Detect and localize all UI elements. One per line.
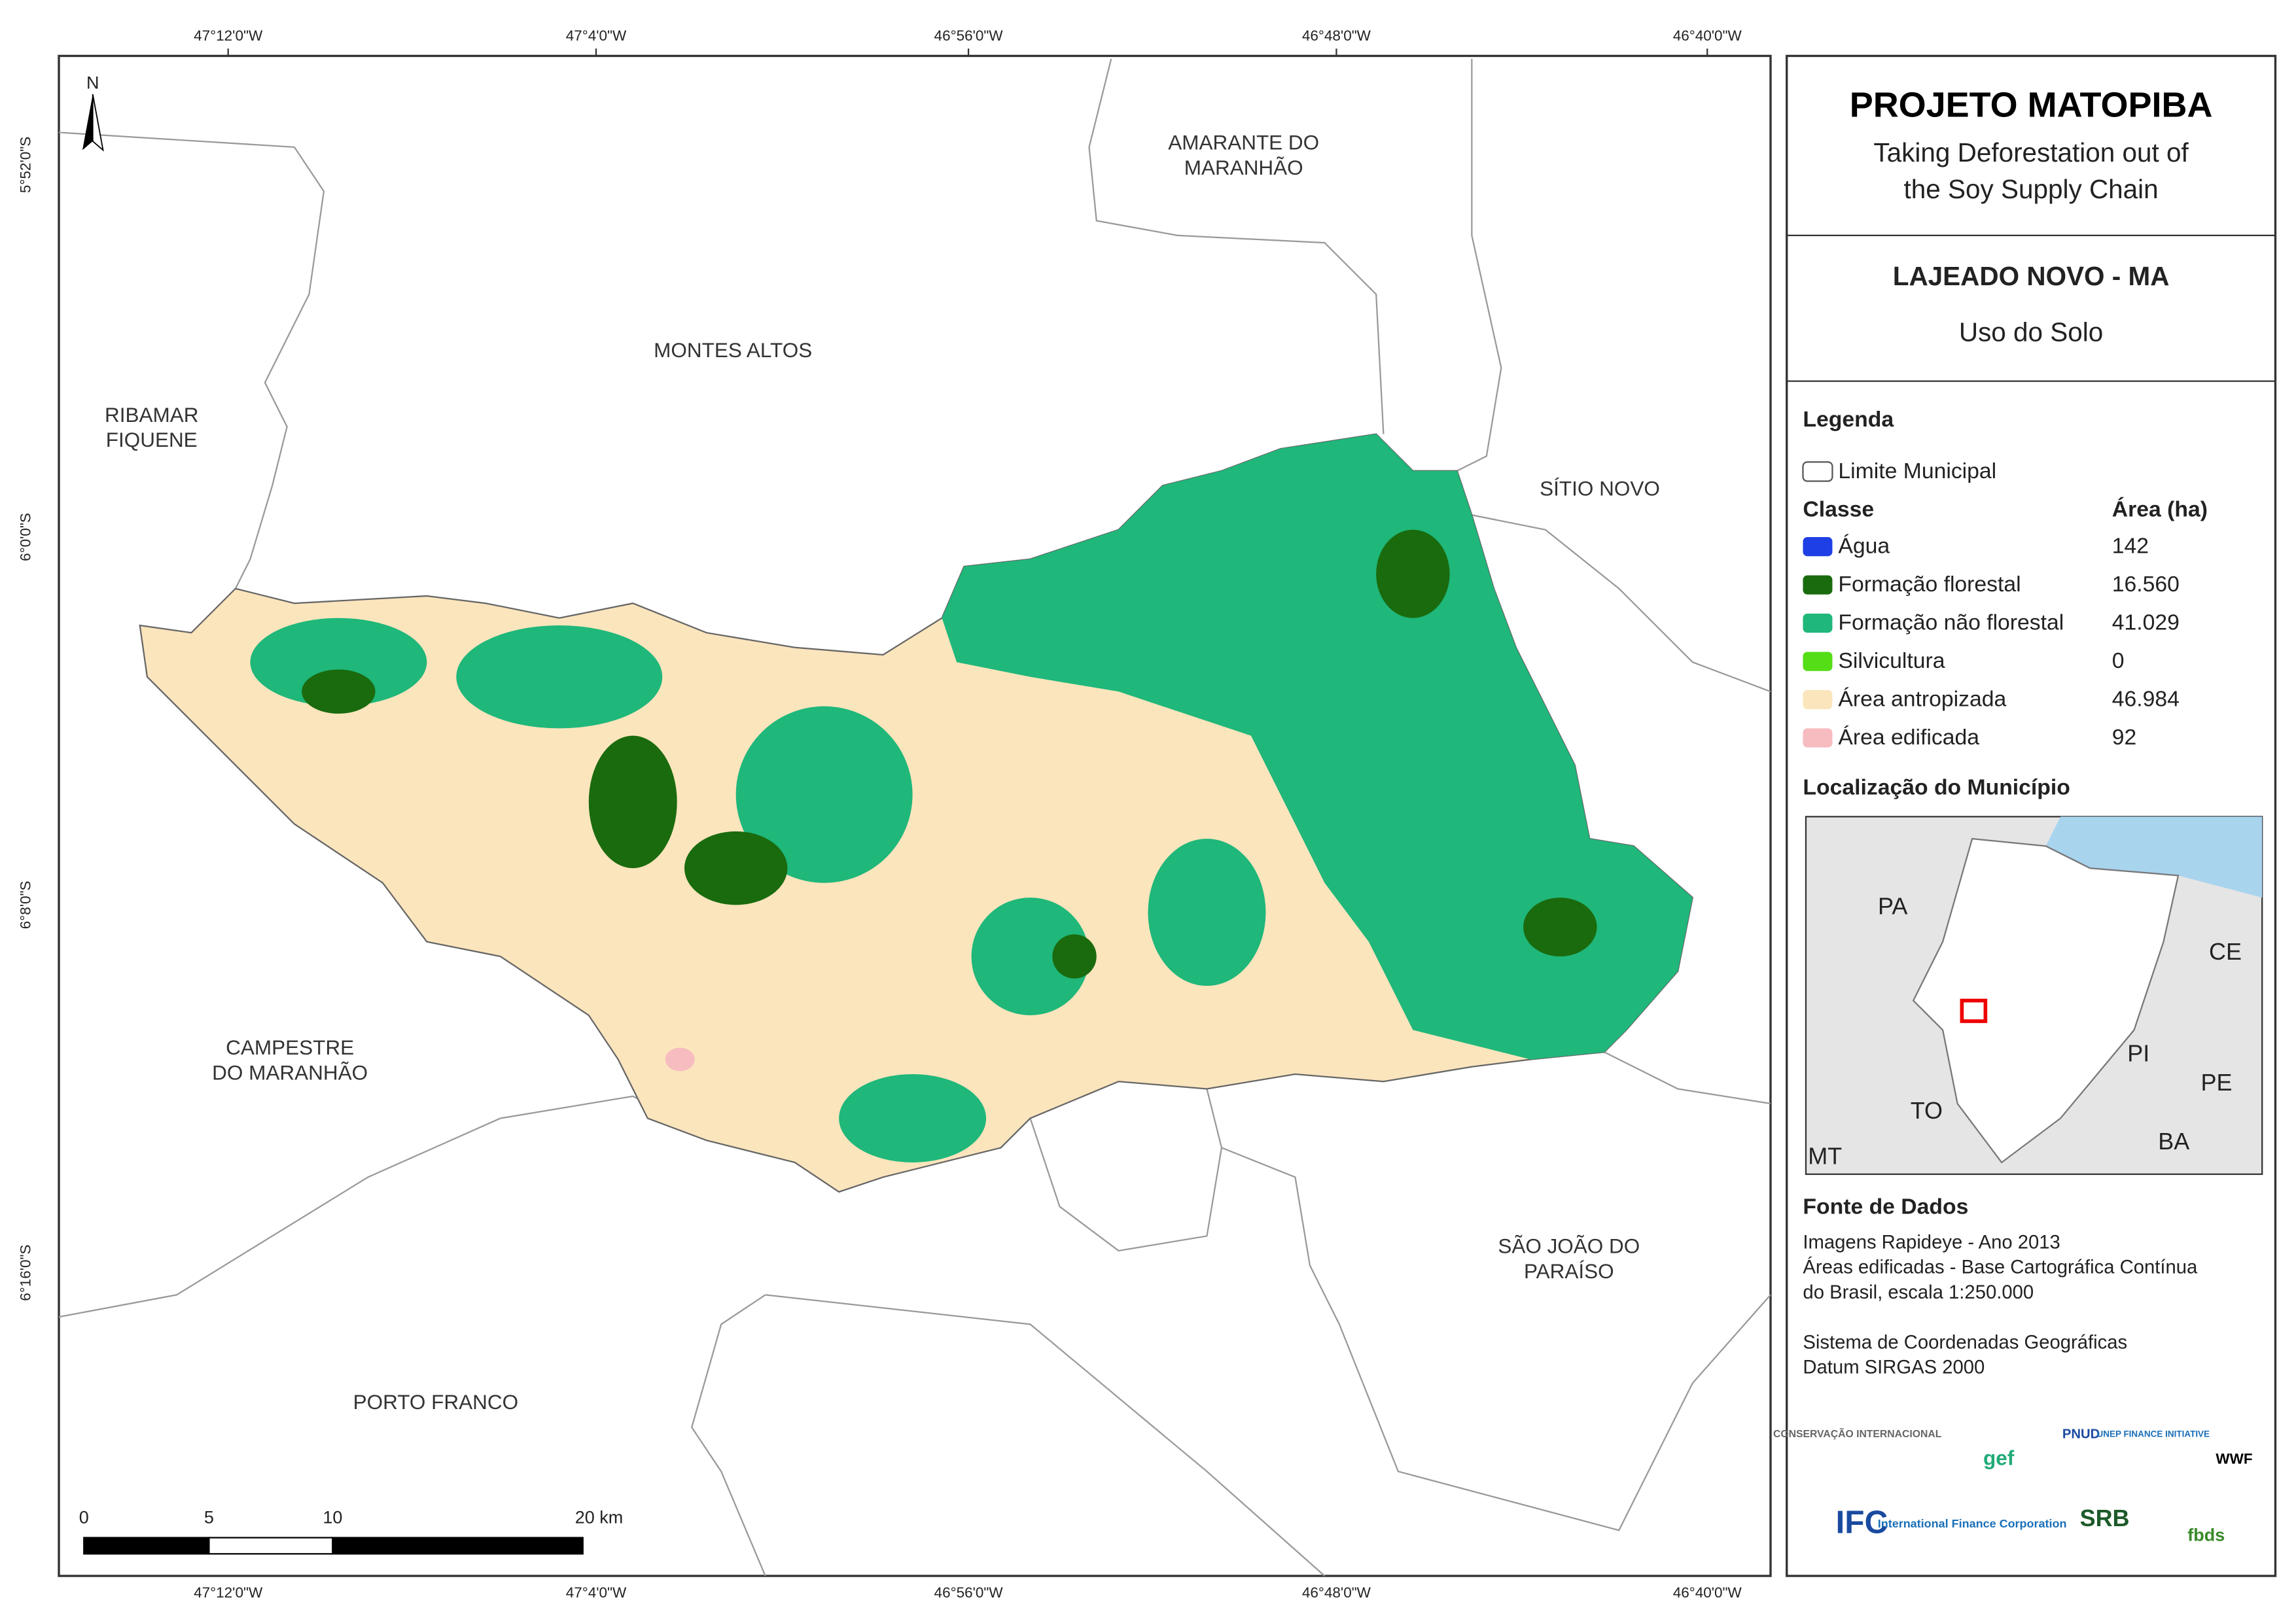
legend-area: 142 xyxy=(2112,534,2149,559)
logo: fbds xyxy=(2187,1525,2225,1544)
legend-area: 46.984 xyxy=(2112,687,2180,712)
bottom-coordinate: 46°40'0"W xyxy=(1673,1584,1742,1601)
legend-swatch xyxy=(1803,652,1833,671)
inset-locator xyxy=(1960,998,1988,1023)
legend-label: Formação não florestal xyxy=(1838,610,2064,635)
inset-state xyxy=(1912,837,2180,1164)
place-name: MONTES ALTOS xyxy=(654,338,812,362)
scale-label: 20 km xyxy=(575,1507,623,1527)
source-line: do Brasil, escala 1:250.000 xyxy=(1803,1282,2034,1303)
left-coordinate: 5°52'0"S xyxy=(17,137,33,193)
legend-label: Área edificada xyxy=(1838,725,1979,750)
legend-header: Área (ha) xyxy=(2112,497,2208,521)
vegetation-patches xyxy=(250,618,1266,1162)
inset-label: PE xyxy=(2201,1069,2233,1096)
legend-header: Classe xyxy=(1803,497,1874,521)
north-label: N xyxy=(86,73,99,92)
legend-label: Água xyxy=(1838,534,1890,559)
legend-swatch xyxy=(1803,575,1833,595)
place-name: MARANHÃO xyxy=(1184,156,1303,179)
source-line: Imagens Rapideye - Ano 2013 xyxy=(1803,1232,2060,1253)
logo: IFC xyxy=(1836,1504,1888,1540)
place-name: DO MARANHÃO xyxy=(212,1060,368,1084)
top-coordinate: 47°12'0"W xyxy=(194,27,263,44)
scale-bar xyxy=(208,1537,334,1555)
legend-label: Formação florestal xyxy=(1838,572,2021,597)
inset-label: MT xyxy=(1808,1143,1842,1170)
inset-label: TO xyxy=(1911,1097,1943,1124)
bottom-coordinate: 47°12'0"W xyxy=(194,1584,263,1601)
boundary-swatch xyxy=(1802,461,1833,482)
inset-label: CE xyxy=(2209,938,2242,965)
built-area xyxy=(665,1047,695,1072)
inset-ocean xyxy=(2045,816,2263,898)
source-line: Áreas edificadas - Base Cartográfica Con… xyxy=(1803,1257,2198,1278)
source-line: Sistema de Coordenadas Geográficas xyxy=(1803,1332,2127,1353)
legend-title: Legenda xyxy=(1803,407,1894,432)
bottom-coordinate: 47°4'0"W xyxy=(566,1584,627,1601)
left-coordinate: 6°8'0"S xyxy=(17,881,33,929)
municipality-name: LAJEADO NOVO - MA xyxy=(1893,261,2170,291)
scale-bar xyxy=(83,1537,210,1555)
north-arrow xyxy=(82,94,93,150)
map-theme: Uso do Solo xyxy=(1959,317,2103,347)
legend-area: 0 xyxy=(2112,648,2125,673)
inset-label: PI xyxy=(2127,1039,2149,1066)
scale-bar xyxy=(332,1537,584,1555)
north-arrow xyxy=(92,94,104,152)
top-coordinate: 46°56'0"W xyxy=(934,27,1004,44)
bottom-coordinate: 46°56'0"W xyxy=(934,1584,1004,1601)
forest-patches xyxy=(302,529,1597,979)
top-coordinate: 46°48'0"W xyxy=(1302,27,1371,44)
non-forest-area xyxy=(942,434,1693,1060)
top-coordinate: 46°40'0"W xyxy=(1673,27,1742,44)
place-name: AMARANTE DO xyxy=(1168,131,1319,154)
scale-label: 5 xyxy=(204,1507,214,1527)
place-name: SÍTIO NOVO xyxy=(1540,476,1660,500)
logo: WWF xyxy=(2216,1450,2252,1467)
scale-label: 10 xyxy=(323,1507,342,1527)
left-coordinate: 6°0'0"S xyxy=(17,513,33,561)
legend-area: 92 xyxy=(2112,725,2137,750)
place-name: SÃO JOÃO DO xyxy=(1498,1234,1640,1258)
source-line: Datum SIRGAS 2000 xyxy=(1803,1357,1985,1378)
panel-title: PROJETO MATOPIBA xyxy=(1850,85,2213,124)
sources-title: Fonte de Dados xyxy=(1803,1195,1968,1219)
legend-area: 16.560 xyxy=(2112,572,2180,597)
legend-swatch xyxy=(1803,537,1833,557)
scale-label: 0 xyxy=(79,1507,89,1527)
place-name: PORTO FRANCO xyxy=(353,1390,518,1414)
place-name: RIBAMAR xyxy=(105,403,198,427)
legend-label: Limite Municipal xyxy=(1838,459,1996,483)
panel-subtitle: the Soy Supply Chain xyxy=(1903,174,2158,204)
place-name: FIQUENE xyxy=(106,428,198,451)
legend-swatch xyxy=(1803,728,1833,748)
logo: International Finance Corporation xyxy=(1878,1517,2067,1530)
inset-label: BA xyxy=(2158,1128,2189,1155)
legend-swatch xyxy=(1803,613,1833,633)
map-frame xyxy=(58,54,1772,1577)
place-name: PARAÍSO xyxy=(1524,1259,1614,1283)
logo: UNEP FINANCE INITIATIVE xyxy=(2096,1429,2210,1439)
legend-label: Silvicultura xyxy=(1838,648,1945,673)
legend-label: Área antropizada xyxy=(1838,687,2006,712)
logo: CONSERVAÇÃO INTERNACIONAL xyxy=(1773,1427,1942,1440)
left-coordinate: 6°16'0"S xyxy=(17,1245,33,1301)
labels: 47°12'0"W 47°12'0"W 47°4'0"W 47°4'0"W 46°56'… xyxy=(17,27,2252,1601)
logo: PNUD xyxy=(2062,1427,2100,1441)
logo: gef xyxy=(1983,1446,2015,1470)
place-name: CAMPESTRE xyxy=(226,1036,354,1059)
logo: SRB xyxy=(2080,1505,2130,1531)
legend-swatch xyxy=(1803,689,1833,710)
inset-label: PA xyxy=(1878,892,1907,919)
location-title: Localização do Município xyxy=(1803,775,2070,800)
bottom-coordinate: 46°48'0"W xyxy=(1302,1584,1371,1601)
top-coordinate: 47°4'0"W xyxy=(566,27,627,44)
legend-area: 41.029 xyxy=(2112,610,2180,635)
panel-subtitle: Taking Deforestation out of xyxy=(1873,137,2189,167)
side-panel xyxy=(1786,54,2277,1577)
